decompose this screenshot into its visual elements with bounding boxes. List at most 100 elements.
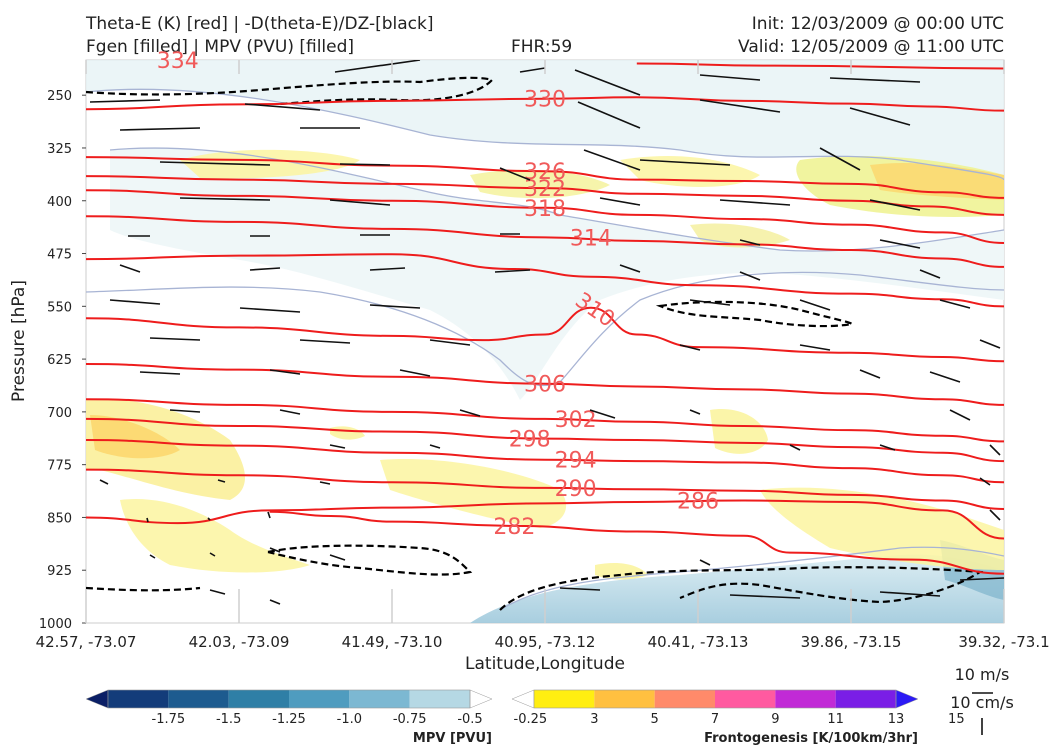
wind-vector	[399, 369, 431, 377]
wind-vector	[99, 479, 109, 485]
theta-e-contour-label: 298	[509, 428, 551, 453]
x-tick-label: 42.57, -73.07	[36, 633, 137, 651]
wind-vector	[249, 267, 281, 271]
mpv-outline-3	[86, 88, 1004, 181]
colorbar-swatch	[534, 690, 595, 708]
fgen-low-left-2	[120, 499, 310, 573]
wind-vector	[919, 269, 941, 279]
fgen-upper-1	[180, 149, 360, 179]
mpv-shading-bottom	[470, 554, 1004, 623]
theta-e-contour-line	[86, 468, 1004, 510]
theta-e-contour-line	[86, 398, 1004, 443]
wind-vector	[279, 409, 301, 415]
wind-vector	[329, 554, 346, 561]
colorbar-tick-label: -0.25	[514, 712, 548, 727]
colorbar-swatch	[594, 690, 655, 708]
wind-vector	[577, 101, 641, 129]
wind-vector	[269, 547, 281, 553]
mpv-colorbar: -1.75 -1.5 -1.25 -1.0 -0.75 -0.5 -0.25	[85, 689, 548, 727]
theta-e-contour-label: 330	[524, 88, 566, 113]
colorbar-tick-label: 7	[711, 712, 719, 727]
theta-e-contour-line	[86, 363, 1004, 406]
wind-vector	[139, 371, 181, 375]
theta-e-contour-label: 334	[157, 49, 199, 74]
valid-time: Valid: 12/05/2009 @ 11:00 UTC	[738, 37, 1004, 57]
wind-vector	[169, 409, 201, 413]
theta-e-contour-label: 282	[493, 515, 535, 540]
wind-key-label-top: 10 m/s	[955, 665, 1010, 684]
colorbar-tick-label: -1.25	[272, 712, 306, 727]
wind-vector	[789, 444, 801, 451]
y-tick-label: 850	[47, 511, 72, 526]
wind-vector	[819, 147, 861, 171]
x-tick-label: 40.95, -73.12	[495, 633, 596, 651]
wind-vector	[719, 199, 791, 206]
y-tick-label: 925	[47, 564, 72, 579]
y-axis-label: Pressure [hPa]	[9, 280, 29, 402]
theta-e-contour-label: 294	[555, 449, 597, 474]
wind-vector	[869, 199, 921, 211]
stability-contour-mid	[655, 300, 855, 328]
wind-vector	[149, 337, 201, 341]
wind-vector	[729, 594, 801, 599]
wind-vector	[699, 99, 781, 113]
wind-vector	[583, 149, 641, 171]
init-time: Init: 12/03/2009 @ 00:00 UTC	[751, 14, 1004, 34]
fgen-low-mid	[380, 459, 567, 528]
colorbar-tick-label: 11	[827, 712, 844, 727]
mpv-outline-2	[86, 271, 1004, 387]
stability-contour-bottom-left	[267, 544, 473, 576]
theta-e-contour-line	[86, 96, 1004, 112]
wind-vector	[589, 409, 616, 419]
colorbar-tick-label: 5	[651, 712, 659, 727]
wind-vector	[619, 264, 641, 273]
theta-e-contour-line	[86, 306, 1004, 363]
colorbar-tick-label: -1.5	[216, 712, 241, 727]
wind-vector	[179, 197, 271, 201]
x-tick-label: 41.49, -73.10	[342, 633, 443, 651]
stability-contour-top	[86, 76, 494, 106]
wind-vector	[929, 371, 961, 383]
wind-vector	[939, 299, 971, 309]
chart-title-line2: Fgen [filled] | MPV (PVU) [filled]	[86, 37, 355, 57]
wind-vector	[329, 444, 346, 449]
colorbar-swatch	[349, 690, 410, 708]
theta-e-contours	[86, 62, 1004, 575]
theta-e-contour-labels: 3343303263223183143103063022982942902862…	[157, 49, 719, 540]
colorbar-swatch	[775, 690, 836, 708]
colorbar-swatch	[108, 690, 169, 708]
theta-e-contour-label: 302	[555, 408, 597, 433]
frontogenesis-colorbar: 3 5 7 9 11 13 15	[511, 689, 965, 727]
wind-vector	[879, 239, 921, 249]
mpv-shading-upper	[86, 60, 1004, 180]
wind-vector	[679, 344, 701, 351]
wind-vector	[739, 271, 761, 281]
theta-e-contour-line	[636, 62, 1004, 70]
y-tick-label: 250	[47, 89, 72, 104]
wind-vector	[159, 161, 271, 166]
theta-e-contour-line	[86, 439, 1004, 484]
wind-key-label-bottom: 10 cm/s	[950, 693, 1014, 712]
y-axis: 250 325 400 475 550 625 700 775 850 925 1000	[39, 89, 86, 632]
wind-vector	[209, 589, 226, 595]
colorbar-frame	[533, 689, 897, 709]
theta-e-contour-label: 290	[555, 477, 597, 502]
colorbar-tick-label: 9	[771, 712, 779, 727]
wind-vector	[299, 339, 351, 344]
y-tick-label: 1000	[39, 617, 72, 632]
wind-vectors	[89, 60, 1004, 605]
colorbar-tick-label: -1.0	[337, 712, 362, 727]
wind-vector	[369, 304, 421, 309]
colorbar-tick-label: -0.5	[457, 712, 482, 727]
wind-vector	[879, 591, 941, 597]
colorbar-swatch	[168, 690, 229, 708]
theta-e-contour-line	[86, 253, 1004, 308]
colorbar-cap-right	[469, 689, 493, 709]
wind-vector	[494, 269, 531, 273]
y-tick-label: 325	[47, 142, 72, 157]
y-tick-label: 625	[47, 353, 72, 368]
colorbar-swatch	[715, 690, 776, 708]
wind-vector	[459, 409, 481, 417]
wind-vector	[269, 599, 281, 605]
wind-vector	[979, 477, 991, 486]
